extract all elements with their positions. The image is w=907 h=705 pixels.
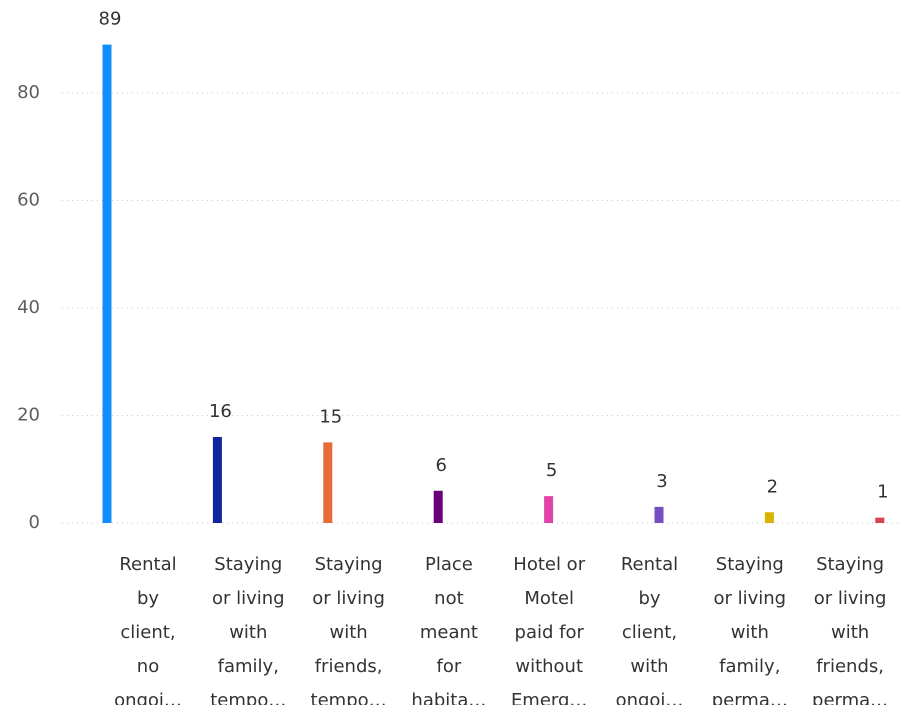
bar	[544, 496, 554, 523]
x-tick-label-line: Staying	[816, 554, 884, 575]
bar	[102, 44, 112, 523]
x-tick-label-line: Staying	[716, 554, 784, 575]
x-tick-label: Hotel or Motel paid for without Emerg…	[511, 554, 588, 705]
bar	[323, 442, 333, 523]
bar	[433, 490, 443, 523]
x-tick-label-line: habita…	[411, 690, 486, 705]
x-tick-label-line: perma…	[812, 690, 888, 705]
x-tick-label-line: ongoi…	[114, 690, 182, 705]
bar	[875, 517, 885, 523]
bar	[654, 506, 664, 523]
x-tick-label-line: no	[137, 656, 159, 677]
value-label: 2	[767, 476, 778, 497]
y-tick-label: 20	[17, 405, 40, 426]
x-tick-label: Staying or living with friends, tempo…	[311, 554, 387, 705]
x-tick-label-line: Emerg…	[511, 690, 588, 705]
bar	[764, 512, 774, 523]
x-tick-label-line: ongoi…	[616, 690, 684, 705]
value-label: 6	[435, 455, 446, 476]
value-label: 16	[209, 401, 232, 422]
x-tick-label-line: for	[437, 656, 462, 677]
x-tick-label-line: tempo…	[210, 690, 286, 705]
x-tick-label-line: friends,	[816, 656, 884, 677]
value-label: 15	[319, 406, 342, 427]
x-tick-label: Rental by client, with ongoi…	[616, 554, 684, 705]
y-tick-label: 80	[17, 82, 40, 103]
y-tick-label: 60	[17, 190, 40, 211]
x-tick-label-line: with	[831, 622, 869, 643]
x-tick-label-line: Hotel or	[513, 554, 585, 575]
value-label: 5	[546, 460, 557, 481]
x-tick-label-line: or living	[312, 588, 385, 609]
x-tick-label-line: or living	[814, 588, 887, 609]
x-tick-label-line: meant	[420, 622, 478, 643]
value-label: 1	[877, 482, 888, 503]
x-tick-label-line: family,	[218, 656, 279, 677]
value-label: 89	[99, 9, 122, 30]
bar	[212, 437, 222, 523]
x-tick-label-line: tempo…	[311, 690, 387, 705]
x-tick-label-line: or living	[713, 588, 786, 609]
x-tick-label: Staying or living with family, tempo…	[210, 554, 286, 705]
x-tick-label-line: family,	[719, 656, 780, 677]
x-tick-label-line: without	[515, 656, 583, 677]
x-tick-label-line: Place	[425, 554, 473, 575]
x-tick-label-line: by	[638, 588, 660, 609]
x-tick-label-line: with	[731, 622, 769, 643]
x-tick-label-line: with	[630, 656, 668, 677]
y-tick-label: 0	[29, 512, 40, 533]
x-tick-label: Staying or living with friends, perma…	[812, 554, 888, 705]
x-tick-label-line: friends,	[315, 656, 383, 677]
x-tick-label-line: or living	[212, 588, 285, 609]
x-tick-label-line: Rental	[621, 554, 678, 575]
x-tick-label-line: not	[434, 588, 463, 609]
x-tick-label: Place not meant for habita…	[411, 554, 486, 705]
x-tick-label-line: client,	[120, 622, 175, 643]
x-tick-label-line: by	[137, 588, 159, 609]
x-tick-label-line: with	[229, 622, 267, 643]
x-tick-label-line: Rental	[119, 554, 176, 575]
x-tick-label-line: paid for	[515, 622, 585, 643]
x-tick-label-line: client,	[622, 622, 677, 643]
x-tick-label-line: Motel	[524, 588, 574, 609]
value-label: 3	[656, 471, 667, 492]
x-tick-label: Staying or living with family, perma…	[712, 554, 788, 705]
y-tick-label: 40	[17, 297, 40, 318]
x-tick-label-line: with	[329, 622, 367, 643]
x-tick-label-line: perma…	[712, 690, 788, 705]
x-tick-label: Rental by client, no ongoi…	[114, 554, 182, 705]
x-tick-label-line: Staying	[214, 554, 282, 575]
x-tick-label-line: Staying	[315, 554, 383, 575]
